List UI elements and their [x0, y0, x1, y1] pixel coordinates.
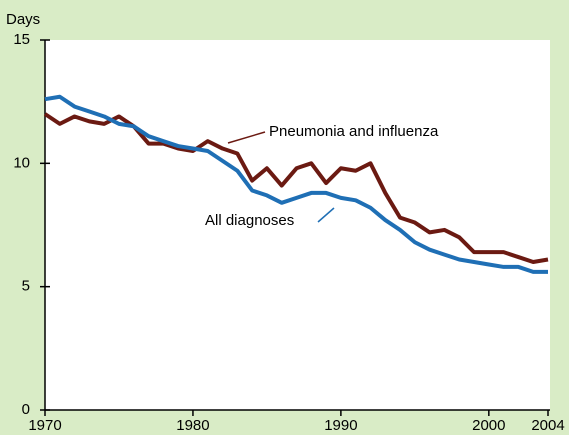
leader-line — [227, 131, 266, 144]
x-tick-label: 1990 — [324, 417, 357, 434]
y-tick-label: 15 — [13, 31, 30, 48]
plot-area — [45, 40, 550, 410]
line-series — [43, 112, 549, 264]
series-label: Pneumonia and influenza — [269, 123, 439, 140]
series-label: All diagnoses — [205, 212, 294, 229]
leader-line — [317, 207, 335, 223]
y-tick-label: 5 — [22, 278, 30, 295]
x-tick-label: 1980 — [176, 417, 209, 434]
line-series — [44, 94, 548, 274]
x-tick-label: 2000 — [472, 417, 505, 434]
x-tick-label: 2004 — [531, 417, 564, 434]
y-tick-label: 10 — [13, 154, 30, 171]
y-axis-label: Days — [6, 11, 40, 28]
y-tick-label: 0 — [22, 401, 30, 418]
x-tick-label: 1970 — [28, 417, 61, 434]
